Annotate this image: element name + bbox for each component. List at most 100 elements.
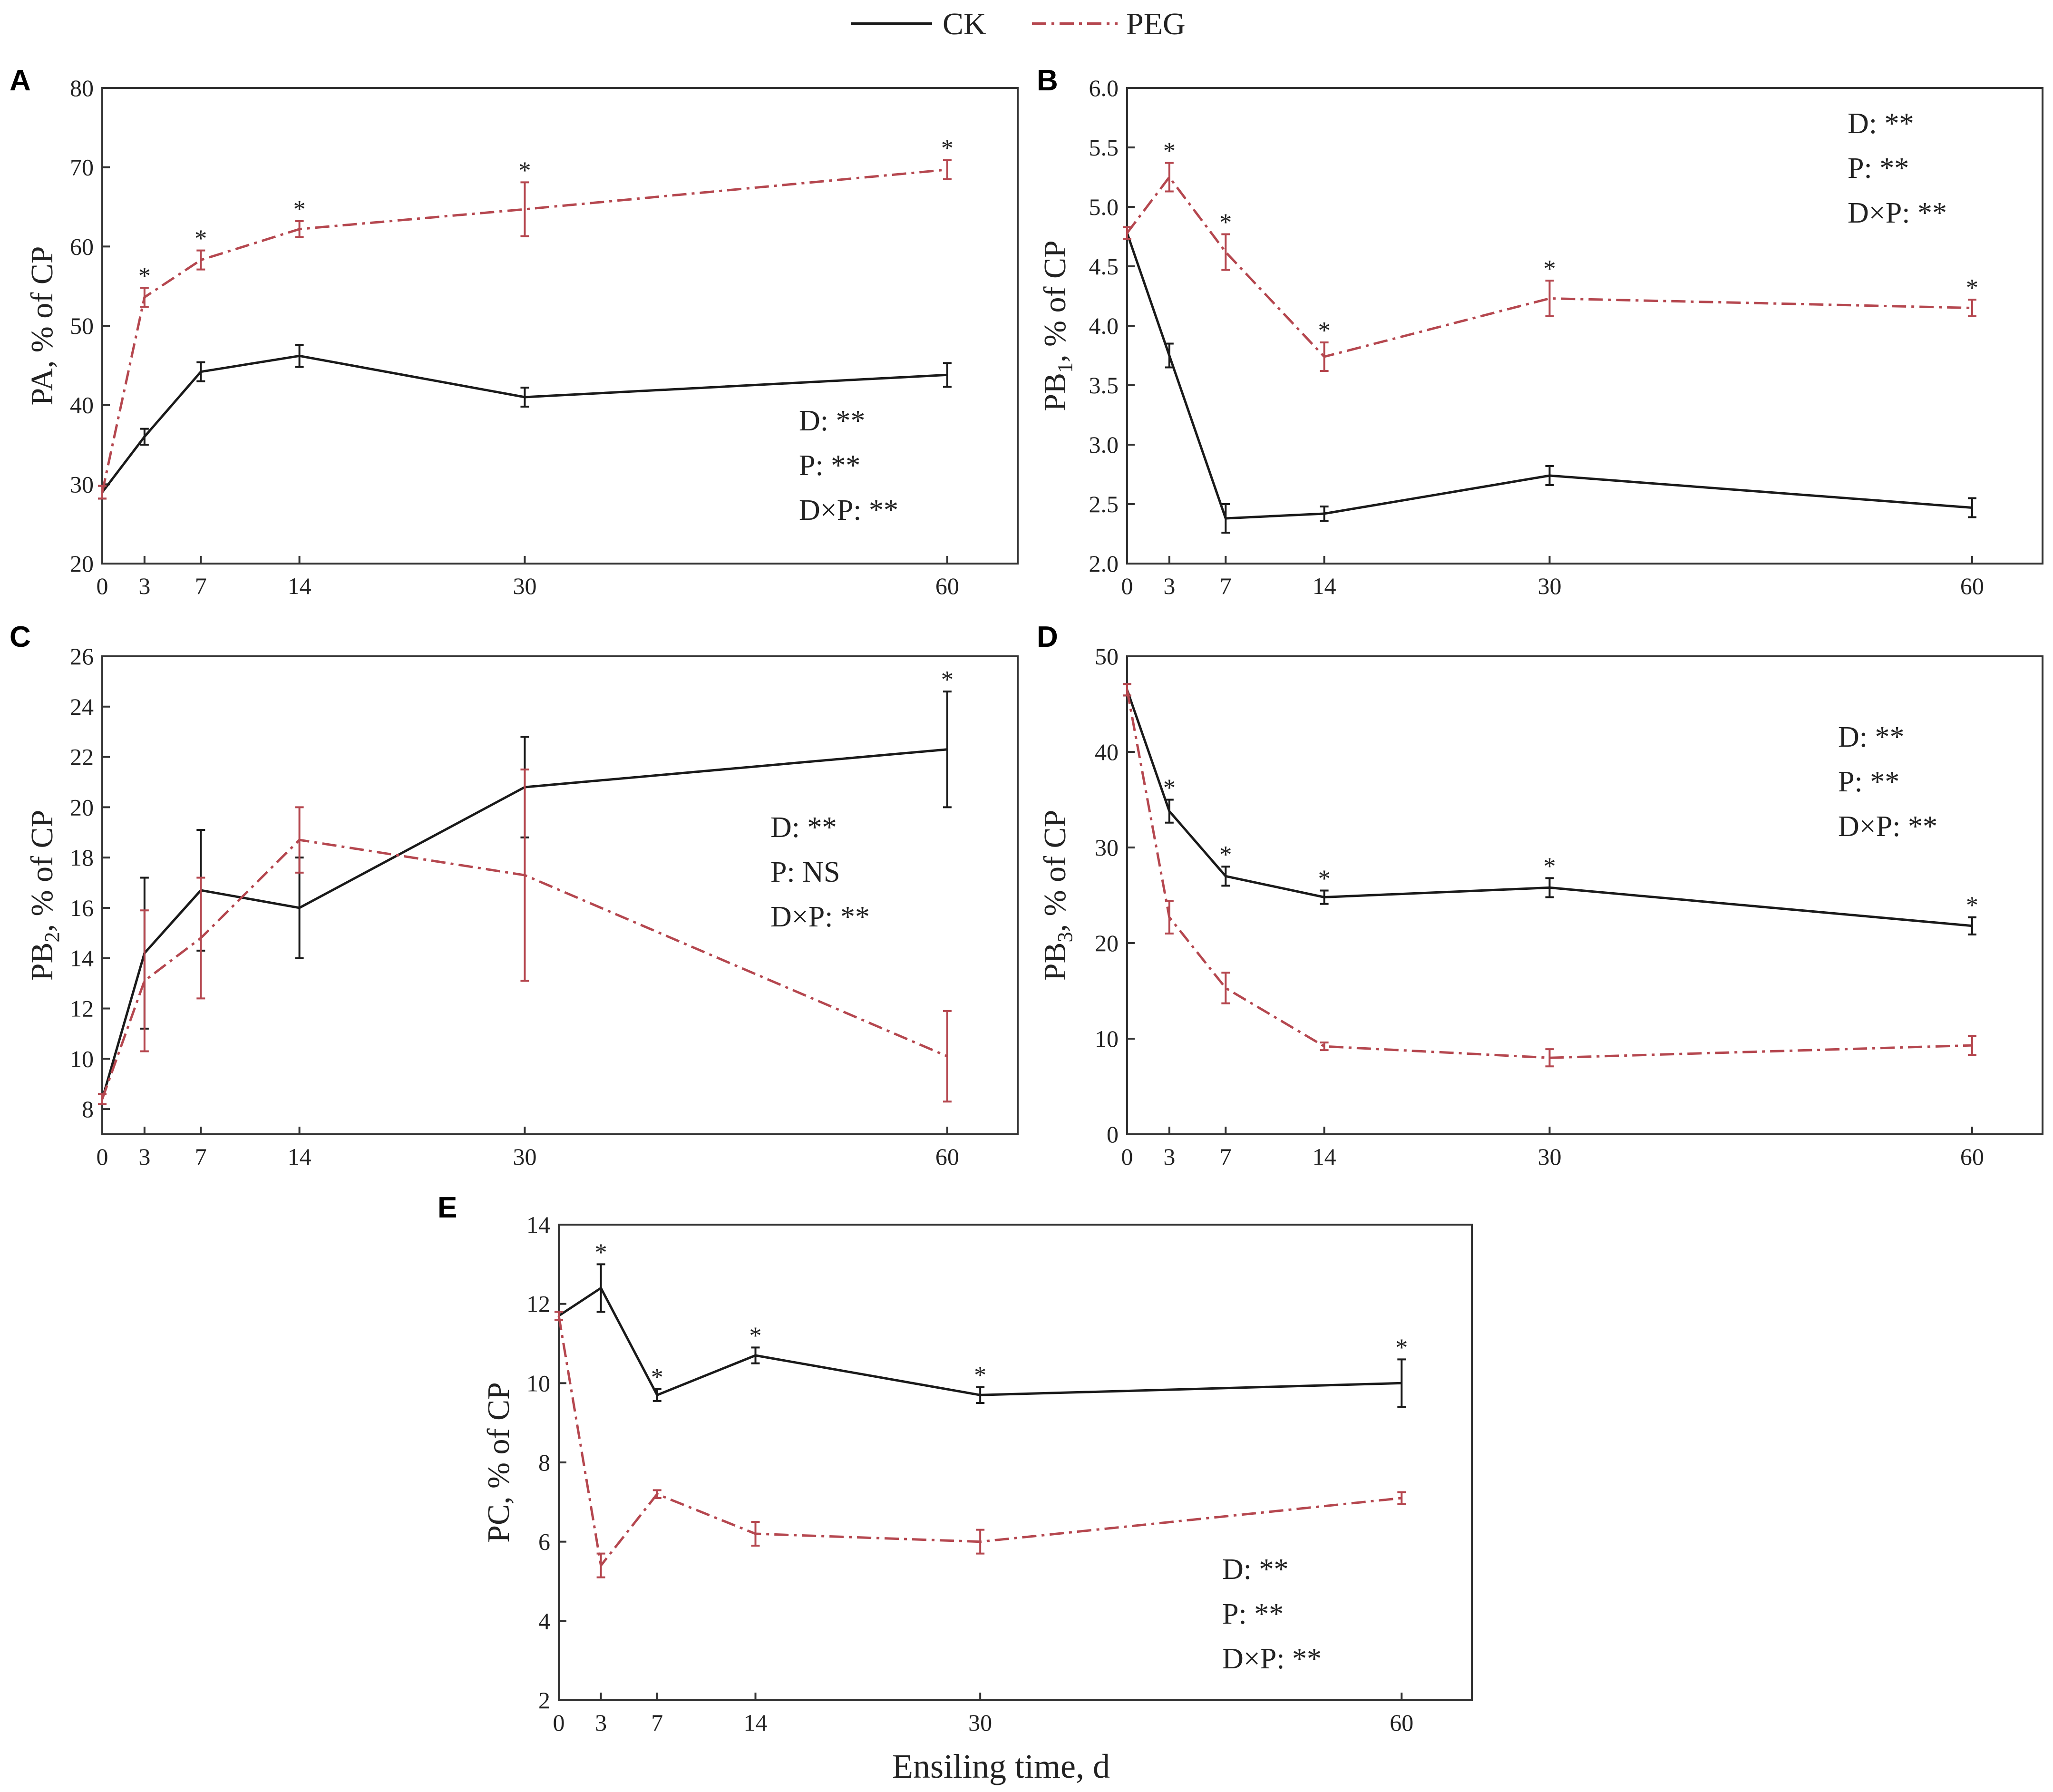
x-tick-label-b: 60 xyxy=(1960,573,1984,599)
y-tick-label-b: 5.5 xyxy=(1089,134,1119,161)
significance-marker-a: * xyxy=(518,157,531,184)
stats-line-a: D: ** xyxy=(799,405,866,437)
significance-marker-d: * xyxy=(1966,892,1978,919)
series-line-ck-e xyxy=(558,1286,1402,1396)
significance-marker-e: * xyxy=(974,1362,986,1389)
significance-marker-e: * xyxy=(651,1364,663,1391)
error-bar-peg-b xyxy=(1165,162,1174,193)
error-bar-ck-c xyxy=(943,691,952,808)
y-axis-title-b: PB1, % of CP xyxy=(1038,240,1077,411)
y-tick-label-c: 20 xyxy=(70,794,94,820)
x-tick-label-b: 30 xyxy=(1537,573,1561,599)
stats-line-a: D×P: ** xyxy=(799,494,898,526)
error-bar-ck-b xyxy=(1967,497,1976,518)
series-line-peg-a xyxy=(101,168,948,493)
legend: CK PEG xyxy=(851,7,1186,41)
y-tick-label-e: 14 xyxy=(526,1211,550,1238)
panel-b: B 2.0 2.5 3.0 3.5 4.0 4.5 5.0 5.5 6.0 0 3 7 14 30 60 PB1… xyxy=(1037,64,2043,599)
y-tick-label-c: 8 xyxy=(82,1096,94,1122)
y-tick-label-e: 12 xyxy=(526,1291,550,1317)
x-tick-label-e: 7 xyxy=(651,1709,663,1736)
x-tick-label-a: 0 xyxy=(97,573,108,599)
error-bar-peg-c xyxy=(520,769,529,982)
error-bar-peg-b xyxy=(1967,299,1976,317)
series-line-peg-e xyxy=(557,1315,1402,1567)
significance-marker-d: * xyxy=(1163,775,1176,802)
error-bar-ck-a xyxy=(943,362,952,388)
stats-line-b: D: ** xyxy=(1848,107,1914,140)
error-bar-ck-a xyxy=(140,428,149,446)
stats-line-e: P: ** xyxy=(1222,1598,1284,1630)
error-bar-peg-e xyxy=(652,1489,662,1499)
y-tick-label-b: 4.0 xyxy=(1089,312,1119,339)
error-bar-ck-d xyxy=(1165,799,1174,824)
y-tick-label-a: 80 xyxy=(70,75,94,101)
error-bar-peg-d xyxy=(1165,900,1174,935)
x-tick-label-e: 0 xyxy=(553,1709,565,1736)
legend-ck-label: CK xyxy=(943,7,986,41)
error-bar-peg-d xyxy=(1545,1048,1554,1068)
y-tick-label-a: 30 xyxy=(70,471,94,497)
error-bar-ck-a xyxy=(196,361,205,382)
stats-line-d: D: ** xyxy=(1838,721,1905,753)
error-bar-peg-d xyxy=(1320,1042,1329,1052)
error-bar-ck-e xyxy=(976,1386,985,1404)
x-tick-label-b: 14 xyxy=(1313,573,1336,599)
series-line-ck-b xyxy=(1126,233,1973,520)
x-tick-label-a: 30 xyxy=(513,573,536,599)
y-tick-label-c: 14 xyxy=(70,945,94,972)
stats-line-d: P: ** xyxy=(1838,766,1899,798)
y-tick-label-e: 6 xyxy=(538,1529,550,1555)
y-tick-label-a: 40 xyxy=(70,392,94,419)
y-tick-label-b: 2.5 xyxy=(1089,491,1119,517)
error-bar-peg-a xyxy=(140,287,149,308)
panel-label-d: D xyxy=(1037,621,1058,653)
significance-marker-e: * xyxy=(595,1239,607,1266)
error-bar-ck-a xyxy=(520,387,529,408)
y-axis-title-a: PA, % of CP xyxy=(25,246,59,406)
error-bar-peg-a xyxy=(196,249,205,271)
error-bar-ck-b xyxy=(1165,342,1174,369)
error-bar-peg-e xyxy=(596,1552,605,1578)
x-tick-label-c: 60 xyxy=(935,1143,959,1170)
y-tick-label-c: 10 xyxy=(70,1045,94,1072)
error-bar-peg-c xyxy=(943,1010,952,1103)
panel-label-e: E xyxy=(438,1191,457,1224)
x-tick-label-d: 60 xyxy=(1960,1143,1984,1170)
stats-line-d: D×P: ** xyxy=(1838,810,1937,843)
y-tick-label-e: 10 xyxy=(526,1370,550,1396)
series-line-ck-a xyxy=(101,354,948,493)
y-tick-label-c: 12 xyxy=(70,995,94,1022)
y-tick-label-b: 3.5 xyxy=(1089,372,1119,399)
error-bar-ck-b xyxy=(1545,465,1554,486)
y-axis-title-c: PB2, % of CP xyxy=(25,810,64,981)
error-bar-ck-b xyxy=(1221,503,1230,534)
panel-label-a: A xyxy=(10,64,31,97)
stats-line-c: D: ** xyxy=(770,811,837,844)
significance-marker-b: * xyxy=(1543,255,1556,282)
error-bar-peg-c xyxy=(196,877,205,1000)
stats-line-a: P: ** xyxy=(799,449,860,482)
panel-d: D 0 10 20 30 40 50 0 3 7 14 30 60 PB3, % of CP * * * * * D:… xyxy=(1037,621,2043,1170)
x-tick-label-d: 14 xyxy=(1313,1143,1336,1170)
stats-line-c: P: NS xyxy=(770,856,840,888)
error-bar-ck-d xyxy=(1967,916,1976,935)
x-tick-label-b: 0 xyxy=(1121,573,1133,599)
y-tick-label-c: 22 xyxy=(70,744,94,770)
error-bar-peg-d xyxy=(1221,972,1230,1004)
significance-marker-e: * xyxy=(1395,1334,1408,1361)
significance-marker-d: * xyxy=(1543,853,1556,880)
x-axis-title: Ensiling time, d xyxy=(892,1747,1110,1785)
y-tick-label-d: 0 xyxy=(1107,1121,1119,1148)
x-tick-label-d: 7 xyxy=(1220,1143,1232,1170)
y-tick-label-d: 20 xyxy=(1095,930,1119,956)
legend-peg-label: PEG xyxy=(1126,7,1186,41)
error-bar-peg-c xyxy=(98,1093,107,1105)
significance-marker-a: * xyxy=(195,225,207,253)
x-tick-label-e: 60 xyxy=(1390,1709,1413,1736)
y-tick-label-d: 40 xyxy=(1095,739,1119,765)
error-bar-peg-b xyxy=(1221,233,1230,271)
y-tick-label-d: 30 xyxy=(1095,834,1119,861)
